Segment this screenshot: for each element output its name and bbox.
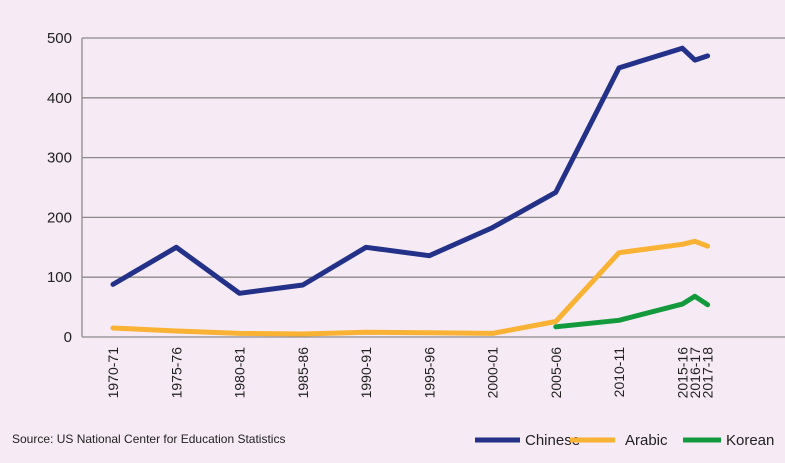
x-tick-label: 1985-86 — [295, 347, 311, 399]
x-tick-label: 2017-18 — [700, 347, 716, 399]
legend-label-arabic: Arabic — [625, 432, 668, 449]
x-tick-label: 1970-71 — [105, 347, 121, 399]
x-tick-label: 2015-16 — [674, 347, 690, 399]
y-tick-label: 100 — [47, 269, 72, 286]
x-tick-label: 2005-06 — [548, 347, 564, 399]
x-tick-label: 2010-11 — [611, 347, 627, 398]
y-tick-label: 300 — [47, 150, 72, 167]
y-tick-label: 200 — [47, 209, 72, 226]
x-tick-label: 1975-76 — [168, 347, 184, 399]
y-tick-label: 0 — [64, 329, 72, 346]
y-tick-label: 400 — [47, 90, 72, 107]
x-tick-label: 1995-96 — [421, 347, 437, 399]
series-line-korean — [553, 293, 711, 330]
x-tick-label: 1990-91 — [358, 347, 374, 399]
x-tick-label: 2016-17 — [687, 347, 703, 399]
x-tick-label: 2000-01 — [485, 347, 501, 399]
legend-label-korean: Korean — [726, 432, 774, 449]
legend-label-chinese: Chinese — [525, 432, 580, 449]
series-line-arabic — [110, 238, 711, 337]
source-note: Source: US National Center for Education… — [12, 432, 286, 446]
series-line-chinese — [110, 45, 711, 296]
x-tick-label: 1980-81 — [232, 347, 248, 399]
y-tick-label: 500 — [47, 30, 72, 47]
